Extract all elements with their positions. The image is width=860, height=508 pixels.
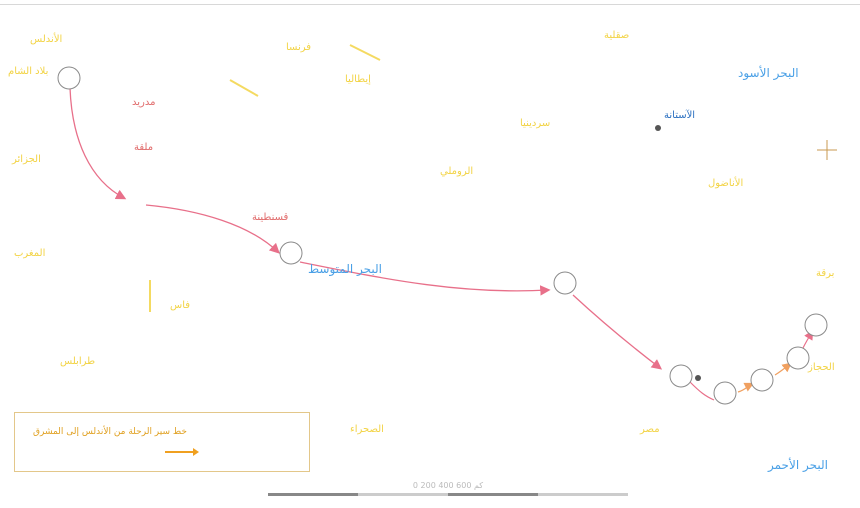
capital-dot xyxy=(655,125,661,131)
scale-segment xyxy=(448,493,538,496)
map-legend: خط سير الرحلة من الأندلس إلى المشرق xyxy=(14,412,310,472)
compass-icon xyxy=(817,140,837,160)
capital-label: الآستانة xyxy=(664,110,696,121)
stop-circle xyxy=(713,381,737,405)
stop-circle xyxy=(786,346,810,370)
region-label: فرنسا xyxy=(286,42,312,53)
stop-circle xyxy=(804,313,828,337)
region-label: الصحراء xyxy=(350,424,384,435)
scale-segment xyxy=(538,493,628,496)
region-label: برقة xyxy=(816,268,835,279)
scale-segment xyxy=(358,493,448,496)
top-border xyxy=(0,4,860,5)
sea-label-red: البحر الأحمر xyxy=(768,458,828,472)
scale-segment xyxy=(268,493,358,496)
route-segment-1 xyxy=(69,87,127,200)
city-label: ملقة xyxy=(134,142,154,153)
route-segment-4 xyxy=(572,294,663,370)
stop-circle xyxy=(669,364,693,388)
sea-label-black: البحر الأسود xyxy=(738,66,799,80)
region-label: مصر xyxy=(640,424,660,435)
stop-circle xyxy=(279,241,303,265)
sea-label-mediterranean: البحر المتوسط xyxy=(308,262,382,276)
region-label: بلاد الشام xyxy=(8,66,49,77)
route-segment-6 xyxy=(737,382,755,393)
scale-label: 0 200 400 600 كم xyxy=(412,481,484,490)
route-segment-7 xyxy=(774,362,792,376)
legend-text: خط سير الرحلة من الأندلس إلى المشرق xyxy=(33,427,187,437)
stop-circle xyxy=(553,271,577,295)
route-segment-2 xyxy=(145,204,280,254)
region-label: الجزائر xyxy=(12,154,41,165)
route-segment-3 xyxy=(299,261,551,296)
stop-circle xyxy=(750,368,774,392)
region-label: سردينيا xyxy=(520,118,551,129)
region-label: المغرب xyxy=(14,248,46,259)
city-label-madrid: مدريد xyxy=(132,97,156,108)
region-label: الروملي xyxy=(440,166,474,177)
region-label: فاس xyxy=(170,300,191,311)
stop-circle xyxy=(57,66,81,90)
region-label: طرابلس xyxy=(60,356,96,367)
region-label: الحجاز xyxy=(808,362,835,373)
region-label: الأناضول xyxy=(708,178,744,189)
route-segment-5 xyxy=(689,381,715,401)
city-label: قسنطينة xyxy=(252,212,289,223)
region-label: الأندلس xyxy=(30,34,63,45)
region-label: صقلية xyxy=(604,30,630,41)
city-dot xyxy=(695,375,701,381)
legend-arrow-icon xyxy=(165,448,199,456)
region-label: إيطاليا xyxy=(345,74,371,85)
